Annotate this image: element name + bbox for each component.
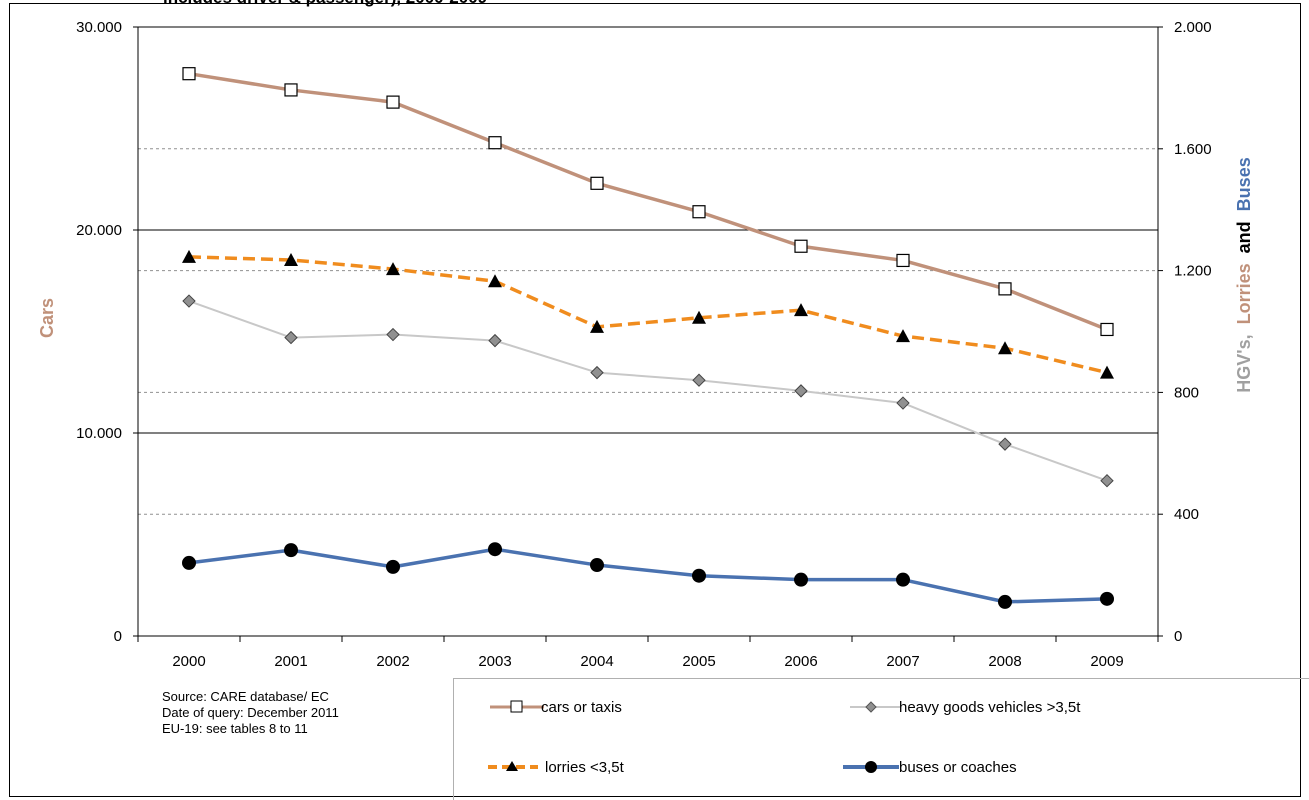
- data-point: [284, 252, 298, 266]
- series-3: [182, 542, 1114, 609]
- data-point: [386, 327, 400, 342]
- x-tick-label: 2007: [886, 653, 919, 670]
- data-point: [794, 572, 808, 587]
- x-tick-label: 2000: [172, 653, 205, 670]
- data-point: [284, 543, 298, 558]
- right-tick-label: 1.200: [1174, 263, 1212, 280]
- data-point: [590, 365, 604, 380]
- right-tick-label: 2.000: [1174, 19, 1212, 36]
- data-point: [488, 542, 502, 557]
- right-tick-label: 1.600: [1174, 141, 1212, 158]
- axes: [133, 26, 1163, 642]
- source-line: Source: CARE database/ EC: [162, 689, 329, 704]
- right-axis-label: HGV's, Lorries and Buses: [1234, 157, 1254, 392]
- data-point: [794, 303, 808, 317]
- data-point: [998, 341, 1012, 355]
- series-2: [182, 249, 1114, 379]
- left-tick-label: 0: [114, 628, 122, 645]
- data-point: [692, 205, 706, 219]
- x-tick-label: 2001: [274, 653, 307, 670]
- x-tick-label: 2008: [988, 653, 1021, 670]
- data-point: [386, 559, 400, 574]
- data-point: [1100, 322, 1114, 337]
- x-tick-label: 2006: [784, 653, 817, 670]
- series-line: [188, 547, 1108, 604]
- right-axis-label-hgv: HGV's,: [1234, 334, 1254, 392]
- x-tick-labels: 2000 2001 2002 2003 2004 2005 2006 2007 2008 2009: [172, 653, 1123, 670]
- left-axis-label: Cars: [37, 298, 57, 338]
- data-point: [692, 373, 706, 387]
- right-axis-label-buses: Buses: [1234, 157, 1254, 211]
- x-tick-label: 2004: [580, 653, 613, 670]
- data-point: [896, 253, 910, 268]
- x-tick-label: 2003: [478, 653, 511, 670]
- data-point: [488, 136, 502, 150]
- left-tick-label: 10.000: [76, 425, 122, 442]
- left-tick-label: 20.000: [76, 222, 122, 239]
- source-line: EU-19: see tables 8 to 11: [162, 721, 308, 736]
- data-point: [794, 239, 808, 253]
- source-note: Source: CARE database/ EC Date of query:…: [162, 689, 339, 737]
- right-axis-label-lorries: Lorries: [1234, 263, 1254, 324]
- data-point: [590, 558, 604, 573]
- data-point: [182, 67, 196, 81]
- right-tick-label: 400: [1174, 506, 1199, 523]
- left-tick-label: 30.000: [76, 19, 122, 36]
- data-point: [692, 310, 706, 324]
- data-point: [896, 572, 910, 587]
- data-point: [386, 262, 400, 276]
- series-line: [188, 255, 1108, 375]
- data-point: [386, 95, 400, 109]
- data-point: [692, 568, 706, 583]
- x-tick-label: 2005: [682, 653, 715, 670]
- right-axis-label-and: and: [1234, 221, 1254, 253]
- data-point: [998, 437, 1012, 451]
- x-tick-label: 2002: [376, 653, 409, 670]
- data-point: [896, 329, 910, 343]
- data-point: [998, 594, 1012, 609]
- left-y-tick-labels: 0 10.000 20.000 30.000: [76, 19, 122, 645]
- data-point: [998, 282, 1012, 296]
- data-point: [488, 333, 502, 348]
- series-lines: [182, 67, 1114, 609]
- x-tick-label: 2009: [1090, 653, 1123, 670]
- data-point: [1100, 365, 1114, 379]
- chart-title: includes driver & passenger), 2000-2009: [163, 0, 487, 8]
- right-tick-label: 800: [1174, 384, 1199, 401]
- data-point: [182, 249, 196, 263]
- data-point: [896, 396, 910, 410]
- data-point: [590, 176, 604, 190]
- series-line: [188, 300, 1108, 482]
- chart-frame: [9, 3, 1301, 797]
- legend: [453, 678, 1309, 800]
- data-point: [182, 555, 196, 570]
- data-point: [284, 330, 298, 345]
- right-y-tick-labels: 0 400 800 1.200 1.600 2.000: [1174, 19, 1212, 645]
- data-point: [182, 294, 196, 308]
- data-point: [794, 384, 808, 398]
- data-point: [488, 274, 502, 288]
- series-0: [182, 67, 1114, 337]
- data-point: [590, 319, 604, 333]
- data-point: [1100, 473, 1114, 488]
- source-line: Date of query: December 2011: [162, 705, 339, 720]
- data-point: [1100, 591, 1114, 606]
- series-1: [182, 294, 1114, 488]
- series-line: [188, 71, 1108, 332]
- right-tick-label: 0: [1174, 628, 1182, 645]
- data-point: [284, 83, 298, 97]
- grid-lines: [138, 26, 1158, 515]
